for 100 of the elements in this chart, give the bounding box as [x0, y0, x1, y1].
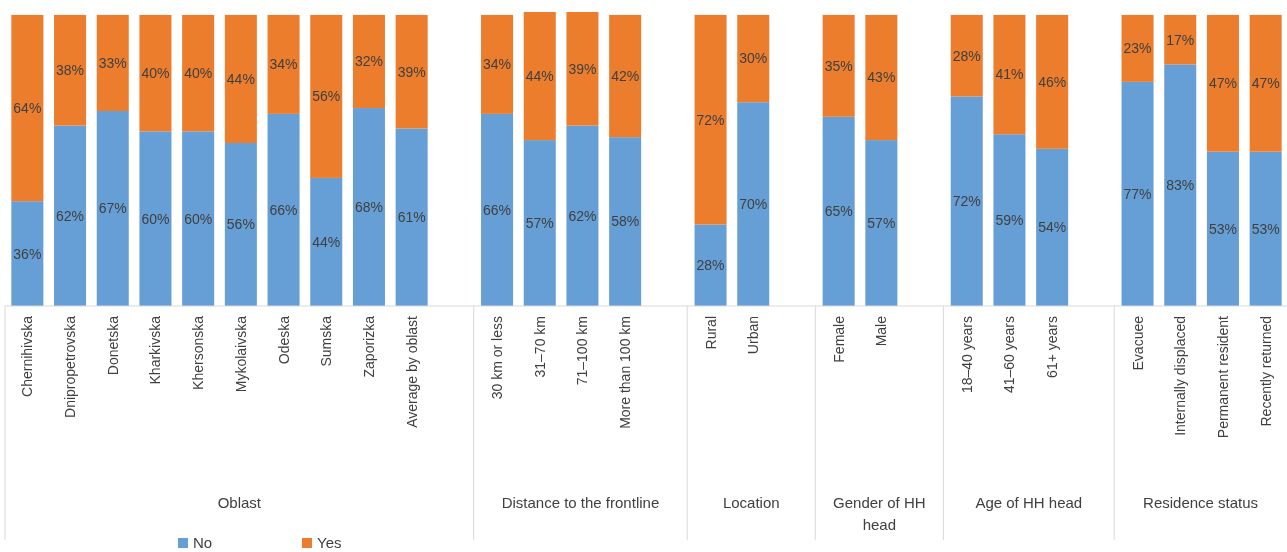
bar — [54, 125, 87, 306]
bar — [1121, 81, 1154, 306]
bar — [609, 137, 642, 306]
bar — [694, 14, 727, 225]
data-label: 23% — [1123, 40, 1152, 57]
x-tick-label: Donetska — [104, 315, 121, 376]
bar — [1164, 14, 1197, 65]
bar — [1164, 64, 1197, 306]
data-label: 40% — [184, 65, 213, 82]
bar — [694, 224, 727, 306]
data-label: 59% — [995, 212, 1024, 229]
text: Distance to the frontline — [501, 494, 660, 511]
text: Location — [722, 494, 780, 511]
data-label: 54% — [1038, 219, 1067, 236]
data-label: 83% — [1166, 177, 1195, 194]
bar — [1249, 151, 1282, 306]
data-label: 46% — [1038, 73, 1067, 90]
data-label: 58% — [611, 213, 640, 230]
data-label: 67% — [98, 200, 127, 217]
data-label: 40% — [141, 65, 170, 82]
data-label: 66% — [483, 201, 512, 218]
x-tick-label: Female — [830, 315, 847, 363]
x-tick-label: Odeska — [275, 315, 292, 365]
bar — [822, 116, 855, 306]
bar — [993, 14, 1026, 135]
legend-label: Yes — [317, 534, 342, 552]
bar — [566, 12, 599, 126]
text: Age of HH head — [975, 494, 1083, 511]
bar — [481, 14, 514, 114]
bar — [822, 14, 855, 117]
data-label: 72% — [952, 193, 981, 210]
data-label: 44% — [312, 233, 341, 250]
bar — [1036, 148, 1069, 306]
bar — [352, 14, 385, 109]
bar — [182, 131, 215, 306]
data-label: 77% — [1123, 185, 1152, 202]
bar — [865, 14, 898, 141]
bar — [310, 14, 343, 178]
data-label: 65% — [824, 203, 853, 220]
data-label: 36% — [13, 245, 42, 262]
x-tick-label: 30 km or less — [489, 316, 506, 400]
bar — [54, 14, 87, 126]
data-label: 47% — [1251, 75, 1280, 92]
bar — [96, 110, 129, 306]
text: Residence status — [1143, 494, 1259, 511]
data-label: 57% — [525, 214, 554, 231]
x-tick-label: 41–60 years — [1001, 316, 1018, 394]
bar — [267, 14, 300, 114]
data-label: 57% — [867, 214, 896, 231]
bar — [310, 177, 343, 306]
text: Gender of HH head — [833, 494, 926, 533]
bar — [566, 125, 599, 306]
data-label: 53% — [1208, 220, 1237, 237]
data-label: 28% — [696, 257, 725, 274]
bar — [609, 14, 642, 138]
bar — [96, 14, 129, 111]
x-tick-label: Internally displaced — [1172, 316, 1189, 436]
data-label: 72% — [696, 111, 725, 128]
data-label: 66% — [269, 201, 298, 218]
x-tick-label: 31–70 km — [531, 316, 548, 378]
bar — [182, 14, 215, 132]
data-label: 42% — [611, 67, 640, 84]
data-label: 60% — [184, 210, 213, 227]
bar — [11, 14, 44, 202]
data-label: 41% — [995, 66, 1024, 83]
x-tick-label: Khersonska — [190, 315, 207, 390]
x-tick-label: More than 100 km — [617, 316, 634, 429]
data-label: 62% — [56, 207, 85, 224]
data-label: 34% — [269, 56, 298, 73]
x-tick-label: 61+ years — [1044, 316, 1061, 378]
bar — [1249, 14, 1282, 152]
x-tick-label: Recently returned — [1257, 316, 1274, 427]
data-label: 68% — [354, 198, 383, 215]
data-label: 44% — [226, 70, 255, 87]
bar — [737, 14, 770, 103]
data-label: 33% — [98, 54, 127, 71]
bar — [523, 12, 556, 141]
data-label: 38% — [56, 62, 85, 79]
data-label: 56% — [226, 216, 255, 233]
x-tick-label: Male — [873, 315, 890, 347]
bar — [950, 96, 983, 306]
bar — [139, 131, 172, 306]
data-label: 39% — [397, 63, 426, 80]
bar — [1206, 151, 1239, 306]
x-tick-label: Urban — [745, 316, 762, 355]
bar — [352, 108, 385, 306]
data-label: 35% — [824, 57, 853, 74]
data-label: 53% — [1251, 220, 1280, 237]
x-tick-label: 18–40 years — [958, 316, 975, 394]
bar — [1036, 14, 1069, 149]
bar — [1121, 14, 1154, 82]
text: Oblast — [217, 494, 262, 511]
bar — [737, 102, 770, 306]
bar — [950, 14, 983, 97]
data-label: 44% — [525, 67, 554, 84]
bar — [1206, 14, 1239, 152]
bar — [395, 14, 428, 129]
x-tick-label: 71–100 km — [574, 316, 591, 386]
x-tick-label: Zaporizka — [360, 315, 377, 378]
data-label: 61% — [397, 209, 426, 226]
